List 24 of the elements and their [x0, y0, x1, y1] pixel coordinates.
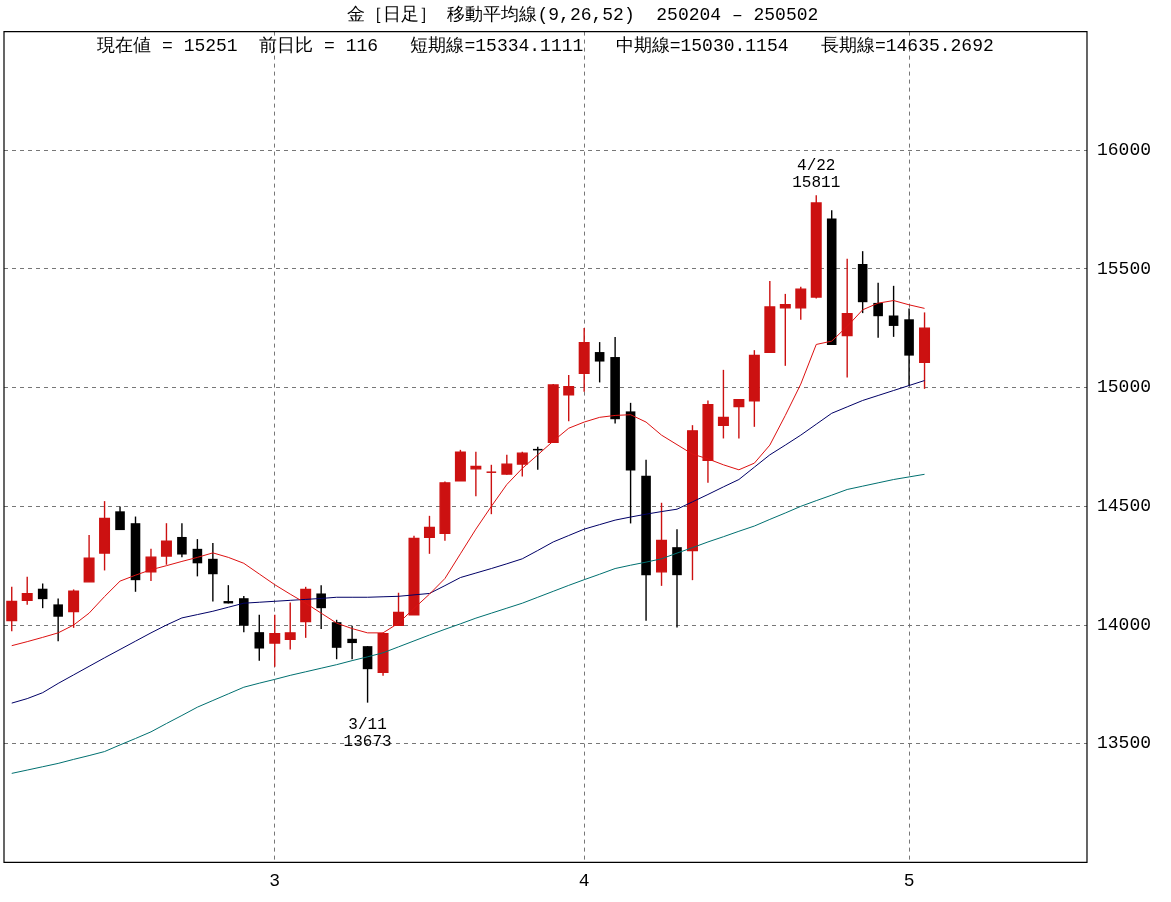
x-tick-label: 5	[903, 870, 915, 891]
annotation: 3/11 13673	[343, 715, 392, 751]
candlestick	[316, 584, 326, 630]
y-tick-label: 13500	[1096, 733, 1152, 754]
y-tick-label: 15500	[1096, 258, 1152, 279]
candlestick	[254, 614, 265, 662]
candlestick	[888, 285, 899, 338]
y-tick-label: 14500	[1096, 496, 1152, 517]
x-tick-label: 4	[578, 870, 590, 891]
candlestick	[53, 597, 63, 642]
candlestick	[873, 282, 883, 339]
annotation: 4/22 15811	[792, 157, 841, 193]
chart-title: 金［日足］ 移動平均線(9,26,52) 250204 – 250502	[346, 4, 819, 25]
candlestick	[347, 625, 357, 660]
chart-subtitle: 現在値 = 15251 前日比 = 116 短期線=15334.1111 中期線=15030.1154 長期線=14635.2692	[97, 36, 994, 57]
candlestick	[177, 522, 187, 558]
candlestick	[37, 582, 48, 609]
y-tick-label: 15000	[1096, 377, 1152, 398]
candlestick	[486, 464, 497, 515]
candlestick	[208, 542, 218, 603]
y-tick-label: 14000	[1096, 614, 1152, 635]
candlestick	[594, 341, 605, 384]
x-tick-label: 3	[269, 870, 281, 891]
y-tick-label: 16000	[1096, 140, 1152, 161]
